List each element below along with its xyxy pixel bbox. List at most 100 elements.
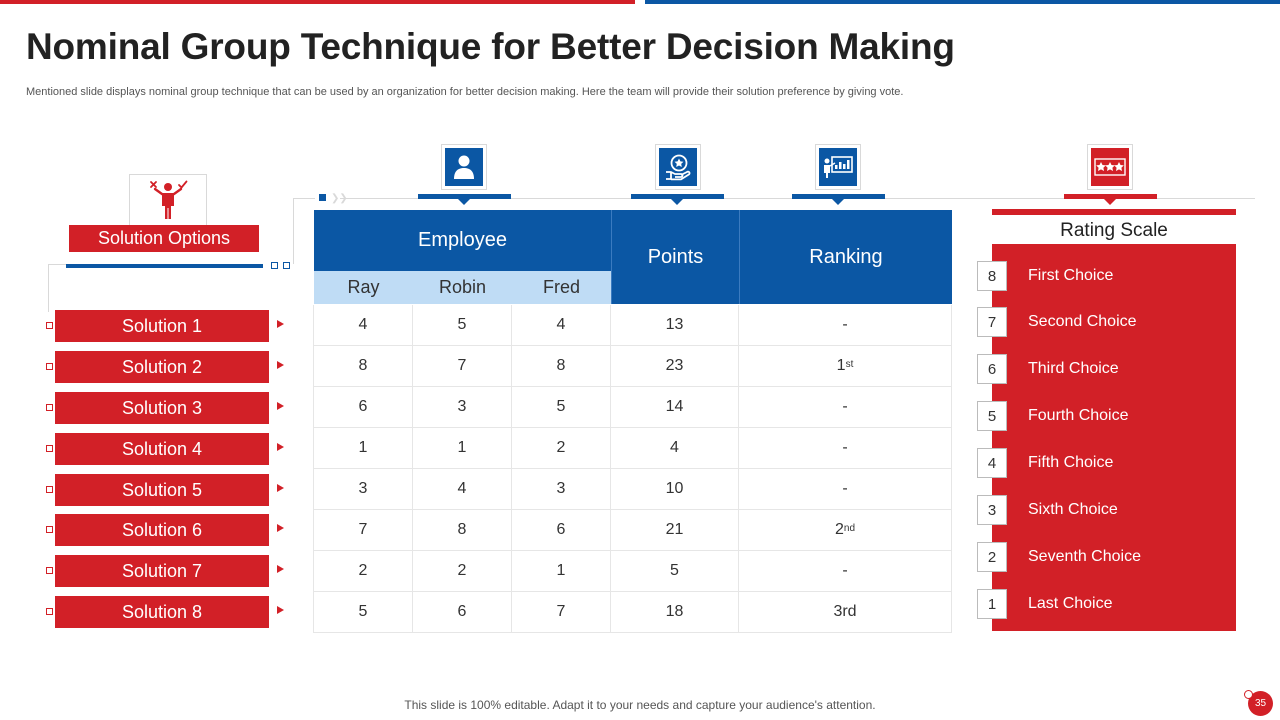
solution-row-5: Solution 5 <box>46 474 291 506</box>
cell-fred: 4 <box>512 305 611 346</box>
cell-points: 4 <box>611 428 739 469</box>
bullet-square-icon <box>46 567 53 574</box>
employee-fred-header: Fred <box>512 271 611 304</box>
arrow-right-icon <box>277 565 284 573</box>
employee-header: Employee <box>314 210 611 271</box>
cell-robin: 2 <box>413 551 512 592</box>
user-icon <box>454 155 474 179</box>
solution-4-label: Solution 4 <box>55 433 269 465</box>
employee-icon-bg <box>445 148 483 186</box>
cell-fred: 2 <box>512 428 611 469</box>
rating-label: Sixth Choice <box>1028 501 1118 518</box>
cell-ray: 7 <box>314 510 413 551</box>
cell-points: 10 <box>611 469 739 510</box>
rank-value: 2 <box>834 521 844 538</box>
arrow-right-icon <box>277 361 284 369</box>
rating-label: Third Choice <box>1028 360 1119 377</box>
cell-fred: 5 <box>512 387 611 428</box>
rank-value: 1 <box>836 357 846 374</box>
cell-ranking: - <box>739 428 952 469</box>
ranking-header: Ranking <box>740 210 952 304</box>
solution-3-label: Solution 3 <box>55 392 269 424</box>
hand-star-icon <box>666 154 691 181</box>
rating-row: 7 Second Choice <box>977 307 1237 337</box>
rating-row: 3 Sixth Choice <box>977 495 1237 525</box>
points-icon-bg <box>659 148 697 186</box>
solution-row-1: Solution 1 <box>46 310 291 342</box>
rating-scale-topbar <box>992 209 1236 215</box>
presentation-chart-icon <box>824 156 853 178</box>
rating-icon-box <box>1087 144 1133 190</box>
cell-fred: 6 <box>512 510 611 551</box>
connector-line <box>293 198 315 199</box>
bullet-square-icon <box>46 363 53 370</box>
rating-label: Last Choice <box>1028 595 1113 612</box>
pointer-down-icon <box>1104 199 1116 205</box>
arrow-right-icon <box>277 402 284 410</box>
connector-line <box>293 198 294 264</box>
cell-robin: 8 <box>413 510 512 551</box>
bullet-square-icon <box>46 608 53 615</box>
rank-value: - <box>842 398 848 415</box>
arrow-right-icon <box>277 606 284 614</box>
rating-row: 2 Seventh Choice <box>977 542 1237 572</box>
rating-row: 1 Last Choice <box>977 589 1237 619</box>
points-icon-bar <box>631 194 724 199</box>
ranking-icon-box <box>815 144 861 190</box>
arrow-right-icon <box>277 443 284 451</box>
cell-fred: 8 <box>512 346 611 387</box>
page-subtitle: Mentioned slide displays nominal group t… <box>26 86 904 98</box>
solution-6-label: Solution 6 <box>55 514 269 546</box>
solution-row-4: Solution 4 <box>46 433 291 465</box>
rating-label: Fourth Choice <box>1028 407 1129 424</box>
rank-suffix: nd <box>843 522 856 534</box>
employee-icon-bar <box>418 194 511 199</box>
solution-1-label: Solution 1 <box>55 310 269 342</box>
cell-ranking: - <box>739 305 952 346</box>
cell-points: 14 <box>611 387 739 428</box>
cell-ray: 5 <box>314 592 413 633</box>
pointer-down-icon <box>671 199 683 205</box>
cell-robin: 6 <box>413 592 512 633</box>
person-decision-icon <box>150 180 188 219</box>
solution-5-label: Solution 5 <box>55 474 269 506</box>
solution-8-label: Solution 8 <box>55 596 269 628</box>
cell-robin: 1 <box>413 428 512 469</box>
cell-points: 13 <box>611 305 739 346</box>
cell-ray: 3 <box>314 469 413 510</box>
rating-row: 6 Third Choice <box>977 354 1237 384</box>
solution-row-6: Solution 6 <box>46 514 291 546</box>
employee-robin-header: Robin <box>413 271 512 304</box>
cell-ranking: - <box>739 469 952 510</box>
rank-value: - <box>842 562 848 579</box>
rating-label: First Choice <box>1028 267 1114 284</box>
solution-row-7: Solution 7 <box>46 555 291 587</box>
page-title: Nominal Group Technique for Better Decis… <box>26 26 955 67</box>
pointer-down-icon <box>832 199 844 205</box>
rating-row: 8 First Choice <box>977 261 1237 291</box>
rating-row: 5 Fourth Choice <box>977 401 1237 431</box>
cell-robin: 7 <box>413 346 512 387</box>
solution-options-underline <box>66 264 263 268</box>
rating-label: Second Choice <box>1028 313 1137 330</box>
pointer-down-icon <box>458 199 470 205</box>
solution-options-header: Solution Options <box>69 225 259 252</box>
solution-frame-line <box>48 264 66 265</box>
arrow-right-icon <box>277 484 284 492</box>
cell-ray: 1 <box>314 428 413 469</box>
connector-square <box>319 194 326 201</box>
connector-square <box>283 262 290 269</box>
rating-scale-title: Rating Scale <box>1060 220 1168 241</box>
cell-points: 18 <box>611 592 739 633</box>
three-stars-icon <box>1094 158 1126 176</box>
arrow-right-icon <box>277 524 284 532</box>
cell-robin: 5 <box>413 305 512 346</box>
top-accent-red <box>0 0 635 4</box>
employee-ray-header: Ray <box>314 271 413 304</box>
arrow-right-icon <box>277 320 284 328</box>
solution-row-8: Solution 8 <box>46 596 291 628</box>
rating-label: Fifth Choice <box>1028 454 1114 471</box>
connector-square <box>271 262 278 269</box>
cell-ranking: - <box>739 387 952 428</box>
